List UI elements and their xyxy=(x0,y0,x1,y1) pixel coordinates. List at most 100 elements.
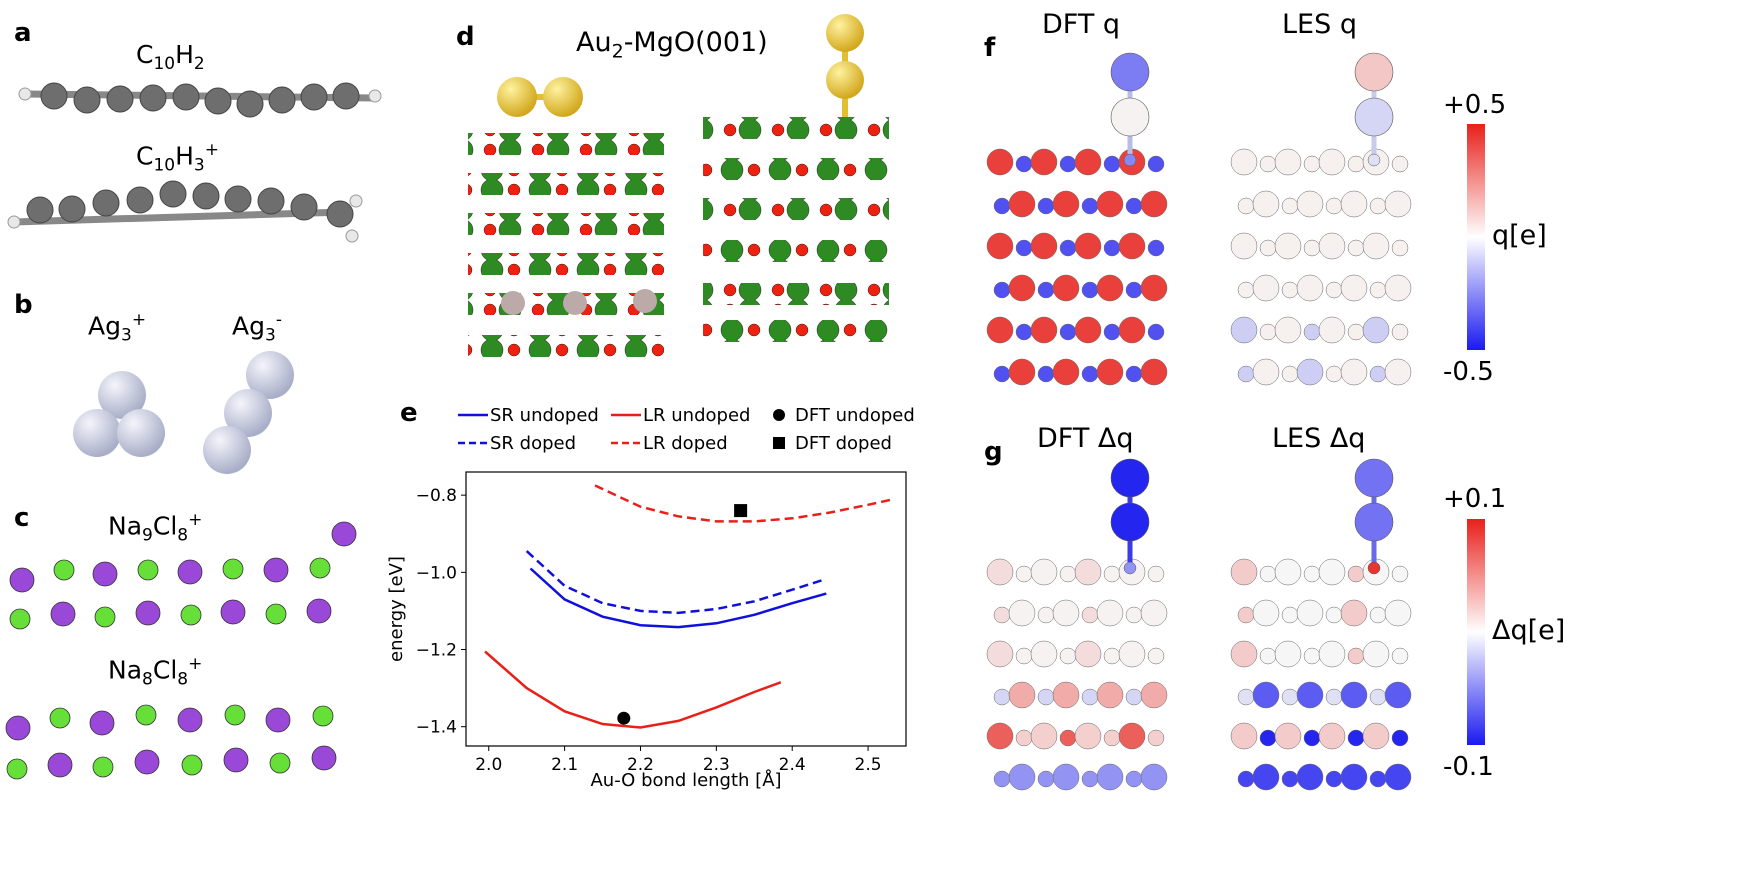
atom xyxy=(1362,316,1390,344)
atom xyxy=(1318,722,1346,750)
atom xyxy=(1081,688,1099,706)
atom xyxy=(986,148,1014,176)
atom xyxy=(1347,647,1365,665)
formula-ag3-plus: Ag3+ xyxy=(88,310,147,346)
atom xyxy=(1074,316,1102,344)
legend-label-lr-undoped: LR undoped xyxy=(643,405,750,426)
atom xyxy=(1030,640,1058,668)
atom xyxy=(1274,316,1302,344)
atom xyxy=(1296,274,1324,302)
atom xyxy=(1125,688,1143,706)
atom xyxy=(1052,358,1080,386)
atom xyxy=(1340,681,1368,709)
atom xyxy=(1147,565,1165,583)
anchor-o-atom xyxy=(1367,153,1381,167)
atom xyxy=(1096,763,1124,791)
atom xyxy=(1030,722,1058,750)
atom xyxy=(1147,155,1165,173)
atom xyxy=(1008,681,1036,709)
atom xyxy=(1074,640,1102,668)
atom xyxy=(986,558,1014,586)
y-tick-label: −1.2 xyxy=(416,641,457,661)
atom xyxy=(1325,770,1343,788)
atom xyxy=(1059,647,1077,665)
atom xyxy=(993,606,1011,624)
atom xyxy=(1230,722,1258,750)
atom xyxy=(1384,681,1412,709)
atom xyxy=(1015,565,1033,583)
atom xyxy=(1318,148,1346,176)
atom xyxy=(1230,558,1258,586)
atom xyxy=(1052,763,1080,791)
atom xyxy=(1384,274,1412,302)
atom xyxy=(1252,763,1280,791)
colorbar-f-label: q[e] xyxy=(1492,220,1547,251)
atom xyxy=(986,722,1014,750)
atom xyxy=(1318,640,1346,668)
formula-na8cl8-plus: Na8Cl8+ xyxy=(108,654,203,690)
atom xyxy=(993,688,1011,706)
atom xyxy=(1391,155,1409,173)
point-dft-undoped xyxy=(617,711,631,725)
panel-letter-f: f xyxy=(984,33,996,63)
cluster-na9cl8 xyxy=(9,521,357,630)
atom xyxy=(1037,688,1055,706)
atom xyxy=(1015,647,1033,665)
atom xyxy=(1347,565,1365,583)
atom xyxy=(1230,640,1258,668)
atom xyxy=(1296,190,1324,218)
atom xyxy=(1237,688,1255,706)
slab-dft-dq xyxy=(986,458,1168,791)
x-tick-label: 2.4 xyxy=(779,755,806,775)
atom xyxy=(1318,558,1346,586)
atom xyxy=(1369,688,1387,706)
x-tick-label: 2.5 xyxy=(855,755,882,775)
atom xyxy=(1281,770,1299,788)
au-atom-bottom xyxy=(1354,502,1394,542)
colorbar-f xyxy=(1467,124,1485,350)
atom xyxy=(1252,599,1280,627)
au-atom-bottom xyxy=(1110,97,1150,137)
au-atom-top xyxy=(1354,458,1394,498)
atom xyxy=(1096,274,1124,302)
legend-swatch-dft-doped xyxy=(773,437,785,449)
atom xyxy=(1303,647,1321,665)
atom xyxy=(1118,640,1146,668)
atom xyxy=(1052,681,1080,709)
legend-label-dft-undoped: DFT undoped xyxy=(795,405,915,426)
atom xyxy=(1274,558,1302,586)
atom xyxy=(1259,565,1277,583)
atom xyxy=(1274,232,1302,260)
panel-g-left-title: DFT Δq xyxy=(1037,423,1134,454)
atom xyxy=(1230,232,1258,260)
atom xyxy=(1296,681,1324,709)
atom xyxy=(1230,148,1258,176)
atom xyxy=(1103,565,1121,583)
atom xyxy=(1391,323,1409,341)
atom xyxy=(1384,358,1412,386)
x-tick-label: 2.2 xyxy=(627,755,654,775)
atom xyxy=(1274,640,1302,668)
colorbar-g xyxy=(1467,519,1485,745)
series-sr-undoped xyxy=(529,567,827,629)
y-tick-label: −1.4 xyxy=(416,718,457,738)
panel-letter-e: e xyxy=(400,398,418,428)
atom xyxy=(1340,190,1368,218)
atom xyxy=(1118,232,1146,260)
y-axis-label: energy [eV] xyxy=(386,556,407,662)
colorbar-g-max: +0.1 xyxy=(1443,484,1507,514)
atom xyxy=(1074,232,1102,260)
atom xyxy=(1140,599,1168,627)
atom xyxy=(1303,565,1321,583)
atom xyxy=(1384,190,1412,218)
atom xyxy=(1125,606,1143,624)
atom xyxy=(1340,274,1368,302)
atom xyxy=(1391,239,1409,257)
atom xyxy=(1008,274,1036,302)
atom xyxy=(1118,722,1146,750)
atom xyxy=(1030,232,1058,260)
legend-label-sr-undoped: SR undoped xyxy=(490,405,599,426)
atom xyxy=(1147,647,1165,665)
